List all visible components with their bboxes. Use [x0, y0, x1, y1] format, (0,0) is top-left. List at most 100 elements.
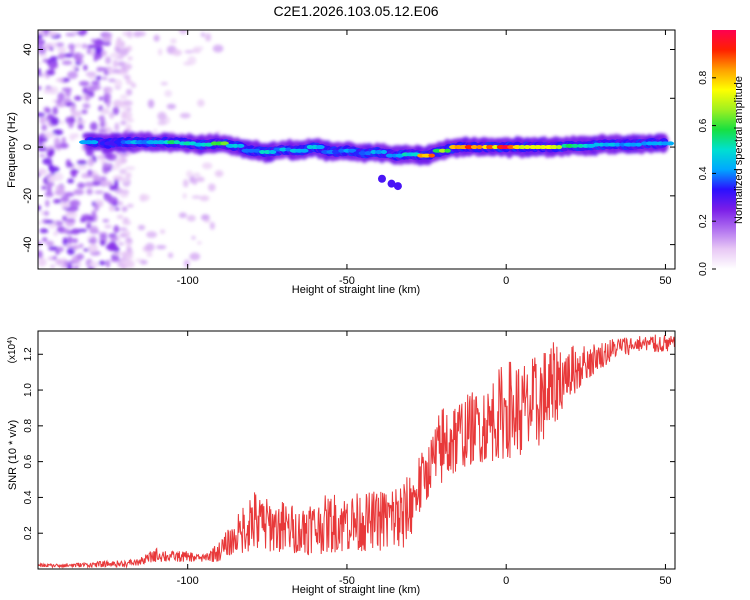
noise-speckle [153, 128, 158, 136]
x-tick-label: -100 [177, 275, 199, 287]
signal-peak [374, 149, 383, 154]
noise-speckle [38, 33, 43, 40]
noise-speckle [106, 88, 113, 94]
signal-peak [385, 153, 394, 158]
noise-speckle [119, 94, 128, 100]
noise-speckle [135, 31, 146, 37]
noise-speckle [88, 243, 98, 253]
snr-y-axis-label: SNR (10 * v/v) [7, 420, 19, 490]
noise-speckle [120, 258, 125, 262]
noise-speckle [100, 239, 106, 246]
noise-speckle [121, 110, 127, 120]
noise-speckle [67, 235, 73, 245]
spectrogram-panel: -100 -50 0 50 -40 -20 0 20 40 Height of straigh… [6, 29, 676, 296]
noise-speckle [117, 242, 125, 246]
noise-speckle [43, 210, 50, 216]
noise-speckle [38, 137, 43, 147]
noise-speckle [73, 265, 79, 269]
noise-speckle [204, 219, 211, 223]
noise-speckle [94, 46, 103, 55]
noise-speckle [98, 115, 105, 122]
noise-speckle [167, 252, 174, 259]
noise-speckle [124, 166, 136, 171]
noise-speckle [86, 44, 97, 49]
noise-speckle [156, 245, 167, 250]
noise-speckle [146, 231, 157, 238]
signal-peak [667, 141, 675, 146]
noise-speckle [212, 44, 224, 53]
noise-speckle [95, 75, 102, 81]
noise-speckle [93, 38, 104, 47]
noise-speckle [62, 215, 68, 222]
noise-speckle [126, 115, 132, 123]
noise-speckle [40, 132, 45, 138]
signal-peak [268, 149, 277, 154]
noise-speckle [87, 157, 95, 167]
noise-speckle [102, 219, 110, 223]
noise-speckle [91, 80, 100, 86]
noise-speckle [204, 33, 212, 42]
noise-speckle [214, 170, 224, 178]
signal-peak [315, 145, 325, 150]
y-tick-label: 40 [22, 43, 34, 55]
noise-speckle [116, 214, 124, 220]
noise-speckle [89, 121, 98, 131]
signal-peak [236, 143, 245, 148]
signal-peak [593, 142, 601, 147]
noise-speckle [50, 264, 55, 269]
signal-peak [649, 141, 660, 146]
noise-speckle [41, 186, 47, 190]
noise-speckle [52, 106, 58, 116]
noise-speckle [125, 241, 132, 248]
noise-speckle [50, 171, 56, 176]
noise-speckle [209, 221, 215, 230]
noise-speckle [102, 34, 112, 43]
noise-speckle [77, 123, 84, 130]
noise-speckle [74, 67, 79, 72]
noise-speckle [112, 59, 118, 68]
side-blob [393, 182, 402, 191]
noise-speckle [74, 43, 82, 48]
noise-speckle [75, 119, 87, 125]
noise-speckle [137, 224, 146, 231]
noise-speckle [59, 202, 70, 206]
x-tick-label: 0 [503, 575, 509, 587]
noise-speckle [82, 103, 91, 109]
noise-speckle [38, 67, 42, 77]
snr-frame [37, 330, 676, 570]
noise-speckle [201, 214, 210, 221]
x-tick-label: -50 [339, 575, 355, 587]
noise-speckle [79, 30, 86, 37]
noise-speckle [44, 87, 55, 93]
spectrogram-frame [37, 29, 676, 270]
noise-speckle [193, 172, 201, 177]
spectrogram-plot-area [38, 30, 675, 269]
noise-speckle [84, 181, 96, 188]
noise-speckle [47, 175, 56, 183]
signal-peak [629, 142, 638, 147]
signal-peak [156, 140, 166, 145]
noise-speckle [76, 253, 85, 261]
noise-speckle [87, 169, 93, 176]
noise-speckle [38, 257, 47, 267]
signal-peak [99, 141, 107, 146]
signal-peak [555, 145, 563, 150]
noise-speckle [53, 172, 64, 182]
noise-speckle [126, 247, 133, 252]
noise-speckle [89, 261, 99, 268]
noise-speckle [48, 148, 55, 155]
noise-speckle [114, 179, 119, 187]
x-tick-label: 0 [503, 275, 509, 287]
noise-speckle [121, 177, 130, 183]
noise-speckle [65, 244, 73, 248]
noise-speckle [55, 184, 66, 192]
noise-speckle [61, 60, 73, 66]
noise-speckle [66, 218, 76, 223]
noise-speckle [55, 189, 66, 196]
snr-y-multiplier: (x104) [7, 337, 19, 364]
noise-speckle [166, 103, 177, 110]
noise-speckle [38, 112, 46, 117]
noise-speckle [60, 195, 70, 203]
noise-speckle [125, 88, 133, 96]
y-tick-label: 0.2 [23, 526, 34, 540]
